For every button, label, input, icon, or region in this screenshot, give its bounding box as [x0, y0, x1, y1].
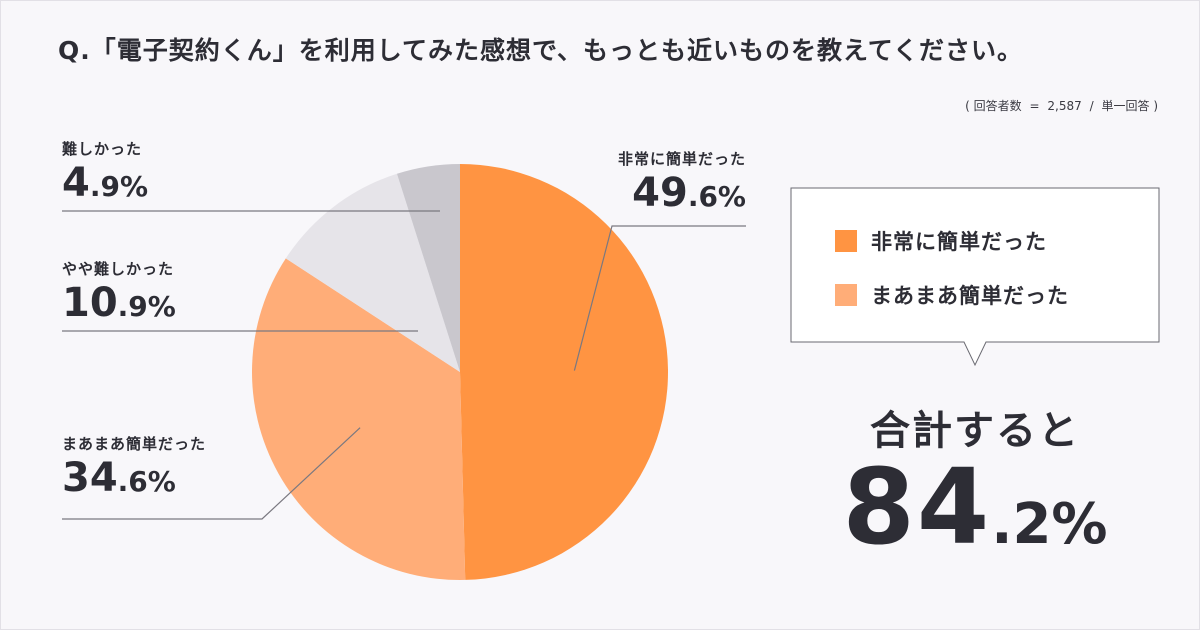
label-very-easy-name: 非常に簡単だった [617, 150, 746, 168]
summary-label: 合計すると [870, 408, 1080, 454]
respondent-note: ( 回答者数 = 2,587 / 単一回答 ) [965, 97, 1158, 114]
slice-hard [396, 164, 460, 372]
legend-item-somewhat-easy: まあまあ簡単だった [835, 280, 1069, 310]
note-slash: / [1089, 99, 1094, 113]
slice-somewhat-easy [251, 258, 466, 580]
label-somewhat-hard: やや難しかった 10.9% [62, 258, 176, 323]
slice-very-easy [460, 164, 669, 580]
legend-label-very-easy: 非常に簡単だった [871, 230, 1047, 254]
label-somewhat-easy-name: まあまあ簡単だった [62, 435, 207, 453]
callout-bubble [790, 187, 1160, 367]
label-somewhat-easy-value: 34.6% [62, 455, 176, 501]
note-close: ) [1153, 99, 1158, 113]
summary-value-dec: .2% [991, 492, 1108, 557]
note-open: ( [965, 99, 970, 113]
note-eq: = [1029, 99, 1040, 113]
legend: 非常に簡単だった まあまあ簡単だった [835, 226, 1069, 334]
label-very-easy-value: 49.6% [632, 170, 746, 216]
pie-chart [62, 164, 746, 580]
slice-somewhat-hard [285, 173, 460, 372]
note-type: 単一回答 [1101, 99, 1150, 113]
note-count: 2,587 [1047, 99, 1082, 113]
label-somewhat-easy: まあまあ簡単だった 34.6% [62, 433, 206, 498]
label-hard-value: 4.9% [62, 160, 149, 206]
label-very-easy: 非常に簡単だった 49.6% [590, 148, 746, 213]
leader-very-easy [573, 225, 746, 371]
legend-swatch-very-easy [835, 230, 857, 252]
page-title: Q.「電子契約くん」を利用してみた感想で、もっとも近いものを教えてください。 [58, 36, 1024, 65]
note-label: 回答者数 [973, 99, 1022, 113]
label-somewhat-hard-value: 10.9% [62, 280, 176, 326]
label-hard: 難しかった 4.9% [62, 138, 148, 203]
legend-label-somewhat-easy: まあまあ簡単だった [871, 284, 1069, 308]
label-somewhat-hard-name: やや難しかった [62, 260, 175, 278]
label-hard-name: 難しかった [62, 140, 143, 158]
summary-value-int: 84 [842, 446, 992, 568]
leader-somewhat-easy [62, 427, 361, 520]
summary-value: 84.2% [790, 455, 1160, 559]
legend-swatch-somewhat-easy [835, 284, 857, 306]
legend-item-very-easy: 非常に簡単だった [835, 226, 1069, 256]
